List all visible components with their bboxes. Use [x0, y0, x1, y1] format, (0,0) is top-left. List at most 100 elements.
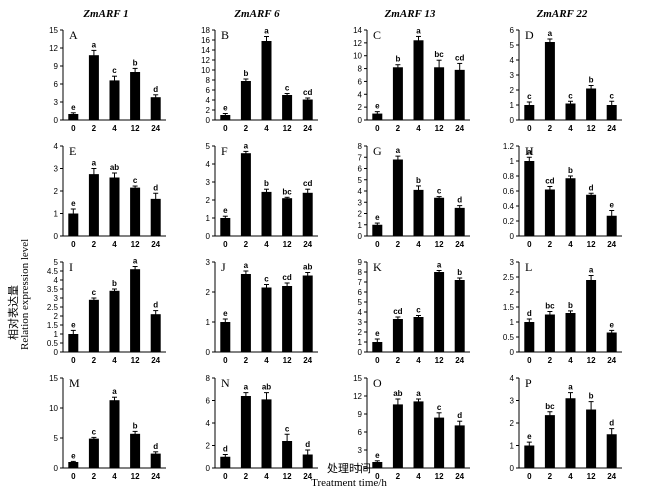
- panel-e-ytick-label-0: 0: [54, 232, 59, 241]
- panel-p-sig-letter-3: b: [589, 392, 594, 401]
- panel-g-bar-4: [454, 207, 465, 236]
- panel-p-ytick-label-2: 2: [510, 419, 515, 428]
- panel-h-ytick-label-1: 0.2: [503, 217, 515, 226]
- panel-l-xtick-label-2: 4: [568, 356, 573, 365]
- panel-p-ytick-label-4: 4: [510, 374, 515, 383]
- panel-f-ytick-label-1: 1: [206, 214, 211, 223]
- panel-j-bar-3: [282, 286, 293, 352]
- panel-m-sig-letter-1: c: [92, 427, 97, 436]
- panel-e-sig-letter-4: d: [153, 183, 158, 192]
- panel-f-ytick-label-0: 0: [206, 232, 211, 241]
- panel-a-bar-1: [88, 55, 99, 121]
- panel-m-xtick-label-3: 12: [131, 472, 140, 481]
- panel-j-ytick-label-0: 0: [206, 348, 211, 357]
- panel-f-bar-4: [302, 192, 313, 236]
- panel-d-bar-1: [544, 42, 555, 120]
- panel-d-xtick-label-0: 0: [527, 124, 532, 133]
- x-axis-label-en: Treatment time/h: [311, 477, 387, 489]
- panel-l-sig-letter-1: bc: [545, 302, 555, 311]
- panel-g-xtick-label-4: 24: [455, 240, 464, 249]
- panel-i-xtick-label-2: 4: [112, 356, 117, 365]
- panel-o-ytick-label-5: 15: [353, 374, 362, 383]
- panel-n-sig-letter-1: a: [244, 383, 249, 392]
- panel-b-bar-4: [302, 99, 313, 120]
- panel-a-sig-letter-2: c: [112, 66, 117, 75]
- panel-n-xtick-label-0: 0: [223, 472, 228, 481]
- panel-c-bar-1: [392, 67, 403, 120]
- panel-l-bar-4: [606, 332, 617, 352]
- panel-i-sig-letter-1: c: [92, 288, 97, 297]
- panel-m-sig-letter-3: b: [133, 421, 138, 430]
- panel-k-xtick-label-2: 4: [416, 356, 421, 365]
- panel-o-ytick-label-4: 12: [353, 392, 362, 401]
- panel-c-sig-letter-0: e: [375, 102, 380, 111]
- panel-o-sig-letter-2: a: [416, 389, 421, 398]
- panel-c-sig-letter-3: bc: [434, 50, 444, 59]
- panel-h-xtick-label-3: 12: [587, 240, 596, 249]
- panel-j-xtick-label-2: 4: [264, 356, 269, 365]
- panel-o-xtick-label-1: 2: [396, 472, 401, 481]
- panel-g-ytick-label-0: 0: [358, 232, 363, 241]
- panel-l-ytick-label-1: 0.5: [503, 333, 515, 342]
- panel-m-ytick-label-3: 15: [49, 374, 58, 383]
- panel-b-sig-letter-0: e: [223, 104, 228, 113]
- panel-b-ytick-label-2: 4: [206, 96, 211, 105]
- panel-n-ytick-label-3: 6: [206, 397, 211, 406]
- panel-f-xtick-label-2: 4: [264, 240, 269, 249]
- panel-d-xtick-label-1: 2: [548, 124, 553, 133]
- panel-k-sig-letter-4: b: [457, 268, 462, 277]
- panel-g-letter: G: [373, 144, 382, 158]
- panel-g-ytick-label-5: 5: [358, 176, 363, 185]
- panel-n-sig-letter-4: d: [305, 440, 310, 449]
- panel-h-sig-letter-3: d: [589, 183, 594, 192]
- panel-c-xtick-label-3: 12: [435, 124, 444, 133]
- panel-f-xtick-label-1: 2: [244, 240, 249, 249]
- panel-n-ytick-label-1: 2: [206, 442, 211, 451]
- panel-h-xtick-label-2: 4: [568, 240, 573, 249]
- panel-n-xtick-label-2: 4: [264, 472, 269, 481]
- panel-j-xtick-label-1: 2: [244, 356, 249, 365]
- panel-e-sig-letter-0: e: [71, 199, 76, 208]
- panel-l-xtick-label-0: 0: [527, 356, 532, 365]
- panel-h-sig-letter-1: cd: [545, 177, 554, 186]
- panel-d-ytick-label-5: 5: [510, 41, 515, 50]
- panel-m-sig-letter-0: e: [71, 451, 76, 460]
- panel-c-xtick-label-1: 2: [396, 124, 401, 133]
- panel-f-sig-letter-0: e: [223, 206, 228, 215]
- panel-h-ytick-label-4: 0.8: [503, 172, 515, 181]
- panel-l-sig-letter-0: d: [527, 309, 532, 318]
- panel-g-bar-3: [434, 197, 445, 236]
- panel-d-xtick-label-4: 24: [607, 124, 616, 133]
- panel-f-ytick-label-4: 4: [206, 160, 211, 169]
- panel-m-bar-3: [130, 433, 141, 468]
- y-axis-label-en: Relation expression level: [19, 238, 31, 350]
- panel-f-bar-2: [261, 191, 272, 236]
- panel-a-sig-letter-3: b: [133, 58, 138, 67]
- panel-b-sig-letter-1: b: [243, 69, 248, 78]
- panel-l-ytick-label-0: 0: [510, 348, 515, 357]
- panel-j-bar-1: [240, 274, 251, 352]
- panel-b-ytick-label-1: 2: [206, 106, 211, 115]
- panel-c-xtick-label-2: 4: [416, 124, 421, 133]
- panel-g-xtick-label-3: 12: [435, 240, 444, 249]
- panel-b-ytick-label-6: 12: [201, 56, 210, 65]
- panel-j-bar-2: [261, 287, 272, 352]
- panel-b-ytick-label-9: 18: [201, 26, 210, 35]
- panel-k-ytick-label-9: 9: [358, 258, 363, 267]
- panel-k-bar-0: [372, 342, 383, 352]
- panel-d-sig-letter-1: a: [548, 29, 553, 38]
- panel-o-xtick-label-4: 24: [455, 472, 464, 481]
- panel-o-bar-0: [372, 462, 383, 468]
- panel-k-xtick-label-4: 24: [455, 356, 464, 365]
- panel-a-sig-letter-4: d: [153, 85, 158, 94]
- panel-g-xtick-label-2: 4: [416, 240, 421, 249]
- panel-g-sig-letter-2: b: [416, 176, 421, 185]
- panel-o-bar-3: [434, 417, 445, 468]
- panel-f-xtick-label-0: 0: [223, 240, 228, 249]
- panel-k-sig-letter-1: cd: [393, 307, 402, 316]
- panel-l-ytick-label-6: 3: [510, 258, 515, 267]
- panel-i-ytick-label-5: 2.5: [47, 303, 59, 312]
- panel-c-ytick-label-2: 4: [358, 90, 363, 99]
- panel-k-bar-3: [434, 272, 445, 352]
- panel-f-sig-letter-2: b: [264, 179, 269, 188]
